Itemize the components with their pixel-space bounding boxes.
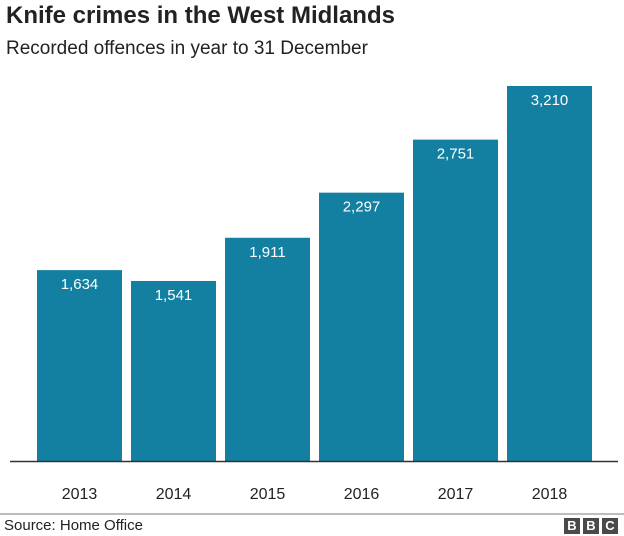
- data-label: 1,911: [249, 244, 285, 261]
- bar-2013: [37, 270, 122, 461]
- source-note: Source: Home Office: [4, 517, 143, 534]
- bar-2015: [225, 237, 310, 461]
- data-label: 1,634: [61, 276, 99, 293]
- chart-title: Knife crimes in the West Midlands: [6, 2, 395, 29]
- x-tick-label: 2015: [250, 486, 286, 503]
- bar-2014: [131, 280, 216, 461]
- x-tick-label: 2016: [344, 486, 380, 503]
- bar-2017: [413, 139, 498, 461]
- chart-subtitle: Recorded offences in year to 31 December: [6, 38, 368, 59]
- bar-2016: [319, 192, 404, 461]
- data-label: 2,751: [437, 146, 475, 163]
- data-label: 1,541: [155, 287, 193, 304]
- data-label: 2,297: [343, 199, 381, 216]
- x-tick-label: 2013: [62, 486, 98, 503]
- x-tick-label: 2018: [532, 486, 568, 503]
- x-tick-label: 2014: [156, 486, 192, 503]
- bar-2018: [507, 86, 592, 461]
- data-label: 3,210: [531, 92, 569, 109]
- footer-divider: [0, 513, 624, 515]
- x-tick-label: 2017: [438, 486, 474, 503]
